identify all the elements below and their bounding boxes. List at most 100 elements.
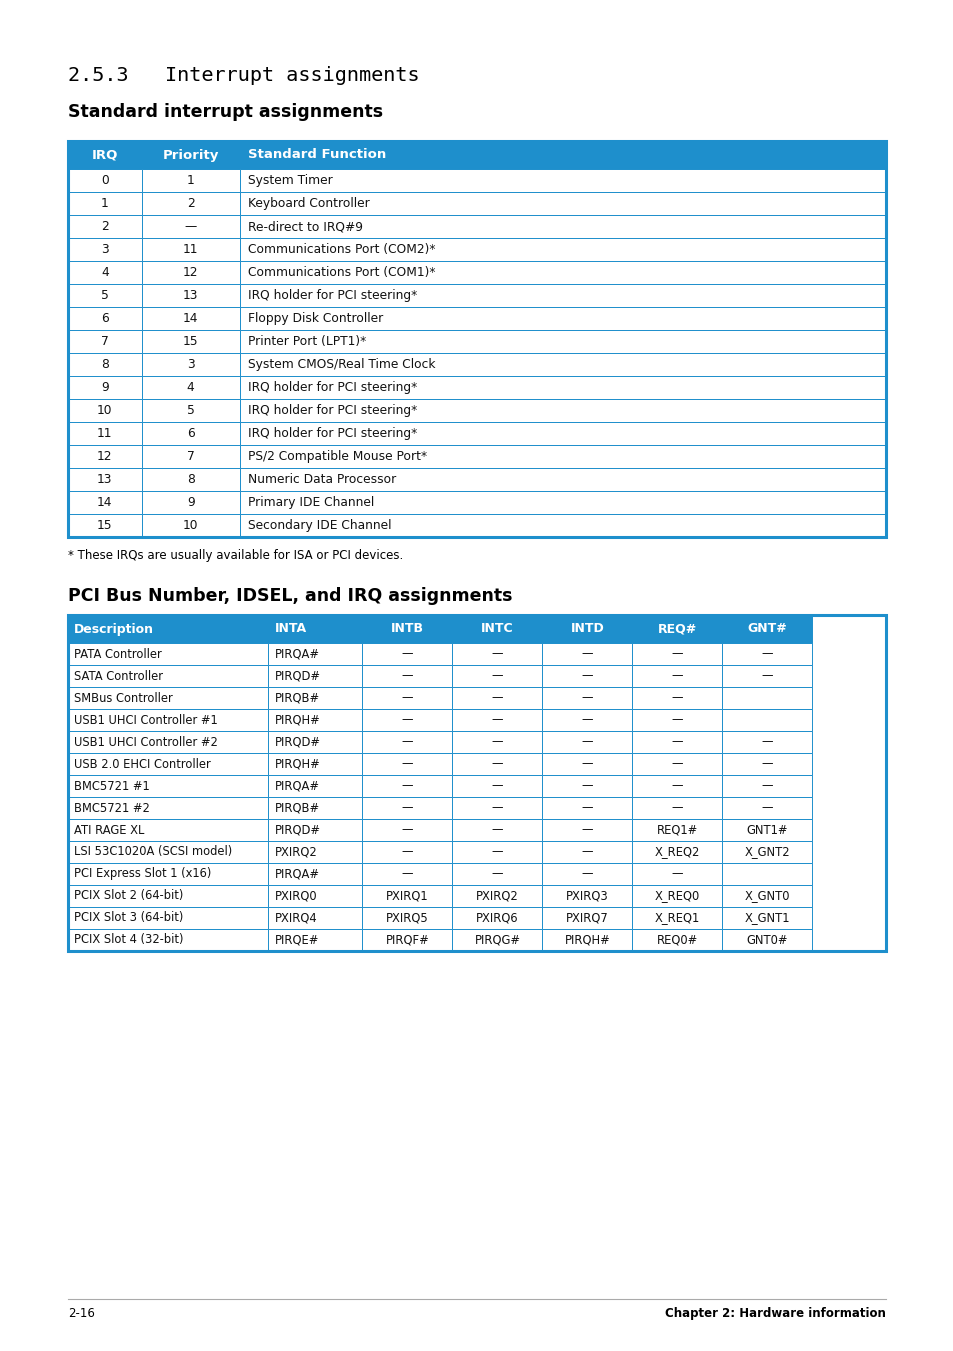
Bar <box>362 797 452 819</box>
Text: PIRQH#: PIRQH# <box>564 934 610 947</box>
Text: PIRQA#: PIRQA# <box>274 647 319 661</box>
Text: PXIRQ2: PXIRQ2 <box>274 846 316 858</box>
Bar <box>362 665 452 688</box>
Bar <box>68 376 141 399</box>
Text: PIRQA#: PIRQA# <box>274 867 319 881</box>
Bar <box>452 643 542 665</box>
Bar <box>452 753 542 775</box>
Text: 2-16: 2-16 <box>68 1306 94 1320</box>
Text: —: — <box>491 670 502 682</box>
Bar <box>141 513 239 536</box>
Bar <box>542 863 632 885</box>
Bar <box>542 885 632 907</box>
Text: PS/2 Compatible Mouse Port*: PS/2 Compatible Mouse Port* <box>248 450 426 463</box>
Bar <box>452 885 542 907</box>
Text: PXIRQ6: PXIRQ6 <box>476 912 518 924</box>
Bar <box>542 753 632 775</box>
Text: PXIRQ4: PXIRQ4 <box>274 912 316 924</box>
Bar <box>632 665 721 688</box>
Bar <box>721 753 812 775</box>
Text: 8: 8 <box>187 473 194 486</box>
Text: IRQ: IRQ <box>91 149 118 162</box>
Text: 3: 3 <box>101 243 109 255</box>
Text: —: — <box>581 780 593 793</box>
Text: Re-direct to IRQ#9: Re-direct to IRQ#9 <box>248 220 362 232</box>
Bar <box>452 665 542 688</box>
Text: Standard interrupt assignments: Standard interrupt assignments <box>68 103 383 122</box>
Bar <box>68 819 268 842</box>
Bar <box>632 731 721 753</box>
Bar <box>362 929 452 951</box>
Bar <box>721 842 812 863</box>
Text: Numeric Data Processor: Numeric Data Processor <box>248 473 395 486</box>
Bar <box>239 422 885 444</box>
Bar <box>68 467 141 490</box>
Bar <box>68 842 268 863</box>
Text: —: — <box>581 846 593 858</box>
Bar <box>542 709 632 731</box>
Text: Printer Port (LPT1)*: Printer Port (LPT1)* <box>248 335 366 349</box>
Bar <box>721 929 812 951</box>
Bar <box>239 490 885 513</box>
Bar <box>68 399 141 422</box>
Text: PCIX Slot 4 (32-bit): PCIX Slot 4 (32-bit) <box>74 934 183 947</box>
Bar <box>452 775 542 797</box>
Bar <box>239 376 885 399</box>
Bar <box>239 467 885 490</box>
Text: —: — <box>401 647 413 661</box>
Text: PIRQD#: PIRQD# <box>274 735 320 748</box>
Text: X_GNT0: X_GNT0 <box>744 889 789 902</box>
Bar <box>239 192 885 215</box>
Bar <box>542 688 632 709</box>
Text: System CMOS/Real Time Clock: System CMOS/Real Time Clock <box>248 358 435 372</box>
Text: REQ0#: REQ0# <box>656 934 698 947</box>
Bar <box>68 863 268 885</box>
Bar <box>632 797 721 819</box>
Bar <box>721 643 812 665</box>
Text: BMC5721 #2: BMC5721 #2 <box>74 801 150 815</box>
Text: —: — <box>581 824 593 836</box>
Bar <box>542 907 632 929</box>
Bar <box>721 907 812 929</box>
Text: Keyboard Controller: Keyboard Controller <box>248 197 369 209</box>
Text: 9: 9 <box>187 496 194 509</box>
Text: —: — <box>401 801 413 815</box>
Bar <box>239 330 885 353</box>
Bar <box>721 775 812 797</box>
Bar <box>141 261 239 284</box>
Bar <box>632 643 721 665</box>
Bar <box>141 399 239 422</box>
Bar <box>268 731 362 753</box>
Bar <box>452 842 542 863</box>
Text: 7: 7 <box>101 335 109 349</box>
Bar <box>268 775 362 797</box>
Text: PIRQE#: PIRQE# <box>274 934 318 947</box>
Text: IRQ holder for PCI steering*: IRQ holder for PCI steering* <box>248 404 416 417</box>
Bar <box>632 775 721 797</box>
Text: PIRQF#: PIRQF# <box>385 934 429 947</box>
Text: REQ1#: REQ1# <box>656 824 698 836</box>
Text: 2: 2 <box>101 220 109 232</box>
Text: —: — <box>581 758 593 770</box>
Bar <box>542 929 632 951</box>
Text: —: — <box>581 713 593 727</box>
Text: USB1 UHCI Controller #2: USB1 UHCI Controller #2 <box>74 735 217 748</box>
Text: PATA Controller: PATA Controller <box>74 647 162 661</box>
Bar <box>268 688 362 709</box>
Text: ATI RAGE XL: ATI RAGE XL <box>74 824 144 836</box>
Bar <box>632 615 721 643</box>
Bar <box>362 885 452 907</box>
Bar <box>268 863 362 885</box>
Text: —: — <box>671 670 682 682</box>
Text: 11: 11 <box>183 243 198 255</box>
Text: 10: 10 <box>183 519 198 532</box>
Text: —: — <box>581 692 593 704</box>
Text: * These IRQs are usually available for ISA or PCI devices.: * These IRQs are usually available for I… <box>68 549 403 562</box>
Text: GNT0#: GNT0# <box>746 934 787 947</box>
Bar <box>239 399 885 422</box>
Bar <box>68 907 268 929</box>
Bar <box>239 513 885 536</box>
Text: —: — <box>184 220 196 232</box>
Text: Standard Function: Standard Function <box>248 149 386 162</box>
Bar <box>721 709 812 731</box>
